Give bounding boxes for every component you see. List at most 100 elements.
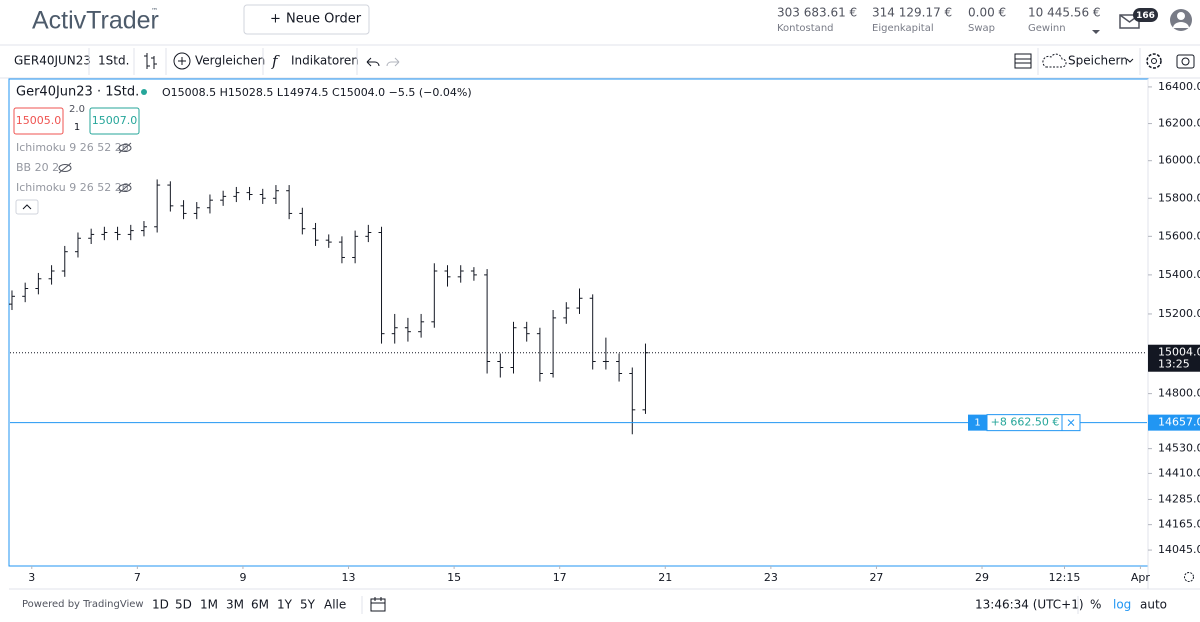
ohlc-bar <box>220 190 227 206</box>
stat-label: Kontostand <box>777 23 834 34</box>
ohlc-bar <box>602 337 609 370</box>
last-price-time: 13:25 <box>1158 358 1190 371</box>
ohlc-bar <box>470 267 477 281</box>
y-tick-label: 14045.0 <box>1158 543 1200 556</box>
position-qty-box[interactable] <box>968 414 987 431</box>
ohlc-bar <box>497 353 504 378</box>
ohlc-bar <box>299 207 306 235</box>
ohlc-bar <box>576 288 583 314</box>
quantity: 1 <box>74 122 80 133</box>
range-button[interactable]: 1Y <box>277 598 293 612</box>
chart-pane[interactable] <box>8 78 1149 567</box>
range-bar: 1D 5D 1M 3M 6M 1Y 5Y Alle <box>152 598 346 612</box>
x-tick-label: 27 <box>869 571 883 584</box>
position-close[interactable] <box>1067 419 1075 426</box>
compare-icon[interactable] <box>173 52 191 70</box>
stat-label: Eigenkapital <box>872 23 934 34</box>
plot <box>8 179 1147 435</box>
ohlc-bar <box>404 317 411 342</box>
y-tick-label: 16000.0 <box>1158 154 1200 167</box>
calendar-icon[interactable] <box>370 597 386 612</box>
ohlc-bar <box>180 200 187 220</box>
buy-price[interactable]: 15007.0 <box>92 114 138 127</box>
ohlc-bar <box>629 367 636 435</box>
new-order-button[interactable] <box>243 4 370 35</box>
cloud-icon[interactable] <box>1042 53 1067 68</box>
sell-price[interactable]: 15005.0 <box>16 114 62 127</box>
powered-by[interactable]: Powered by TradingView <box>22 599 144 610</box>
range-button[interactable]: 6M <box>251 598 269 612</box>
ohlc-bar <box>378 226 385 344</box>
notification-count: 166 <box>1136 11 1155 21</box>
dropdown-arrow[interactable] <box>1126 58 1134 63</box>
indicators-button[interactable]: Indikatoren <box>291 54 359 68</box>
x-tick-label: 12:15 <box>1049 571 1081 584</box>
x-tick-label: 21 <box>658 571 672 584</box>
ohlc-bar <box>431 263 438 328</box>
x-tick-label: 7 <box>134 571 141 584</box>
ohlc-bar <box>35 272 42 295</box>
range-button[interactable]: 1M <box>200 598 218 612</box>
log-toggle[interactable]: log <box>1113 598 1131 612</box>
y-tick-label: 14285.0 <box>1158 492 1200 505</box>
stat-value: 314 129.17 € <box>872 6 952 20</box>
y-tick-label: 15400.0 <box>1158 268 1200 281</box>
ohlc-bar <box>233 186 240 203</box>
buy-button[interactable] <box>89 107 140 135</box>
axis-settings-icon[interactable] <box>1184 572 1194 582</box>
y-tick-label: 14530.0 <box>1158 442 1200 455</box>
range-button[interactable]: 5D <box>175 598 192 612</box>
ohlc-bar <box>444 265 451 287</box>
ohlc-bar <box>167 181 174 212</box>
spread: 2.0 <box>69 104 85 115</box>
dropdown-arrow[interactable] <box>1092 30 1100 34</box>
ohlc-bar <box>484 269 491 374</box>
layout-icon[interactable] <box>1014 53 1032 69</box>
range-button[interactable]: Alle <box>324 598 346 612</box>
interval[interactable]: 1Std. <box>98 54 129 68</box>
redo-icon <box>386 57 400 67</box>
symbol[interactable]: GER40JUN23 <box>14 54 91 68</box>
ohlc-bar <box>22 282 29 303</box>
ohlc-bar <box>114 226 121 241</box>
last-price-label: 15004.0 <box>1158 346 1200 359</box>
percent-toggle[interactable]: % <box>1090 598 1101 612</box>
undo-icon[interactable] <box>366 57 380 67</box>
hidden-icon[interactable] <box>118 142 132 154</box>
hidden-icon[interactable] <box>58 162 72 174</box>
auto-toggle[interactable]: auto <box>1140 598 1167 612</box>
collapse-button[interactable] <box>15 199 39 215</box>
stat-value: 10 445.56 € <box>1028 6 1101 20</box>
hidden-icon[interactable] <box>118 182 132 194</box>
sell-button[interactable] <box>13 107 64 135</box>
x-tick-label: 3 <box>28 571 35 584</box>
x-tick-label: 17 <box>553 571 567 584</box>
x-tick-label: 29 <box>975 571 989 584</box>
y-tick-label: 16200.0 <box>1158 117 1200 130</box>
settings-icon[interactable] <box>1146 53 1162 69</box>
y-tick-label: 15800.0 <box>1158 191 1200 204</box>
ohlc-bar <box>127 224 134 241</box>
collapse-icon <box>22 204 32 210</box>
position-price: 14657.0 <box>1158 416 1200 429</box>
ohlc-bar <box>418 313 425 338</box>
range-button[interactable]: 5Y <box>300 598 316 612</box>
range-button[interactable]: 3M <box>226 598 244 612</box>
legend-ohlc: O15008.5 H15028.5 L14974.5 C15004.0 −5.5… <box>162 86 472 99</box>
indicators-icon[interactable]: f <box>271 52 280 70</box>
avatar[interactable] <box>1170 9 1192 31</box>
ohlc-bar <box>550 310 557 378</box>
position-pnl: +8 662.50 € <box>991 416 1060 429</box>
ohlc-bar <box>312 222 319 246</box>
ohlc-bar <box>563 302 570 324</box>
compare-button[interactable]: Vergleichen <box>195 54 265 68</box>
camera-icon[interactable] <box>1176 54 1195 69</box>
range-button[interactable]: 1D <box>152 598 169 612</box>
bar-style-icon[interactable] <box>144 53 157 69</box>
position-qty: 1 <box>974 418 980 429</box>
position-pnl-box[interactable] <box>986 414 1081 432</box>
clock: 13:46:34 (UTC+1) <box>975 598 1084 612</box>
save-button[interactable]: Speichern <box>1068 54 1128 68</box>
